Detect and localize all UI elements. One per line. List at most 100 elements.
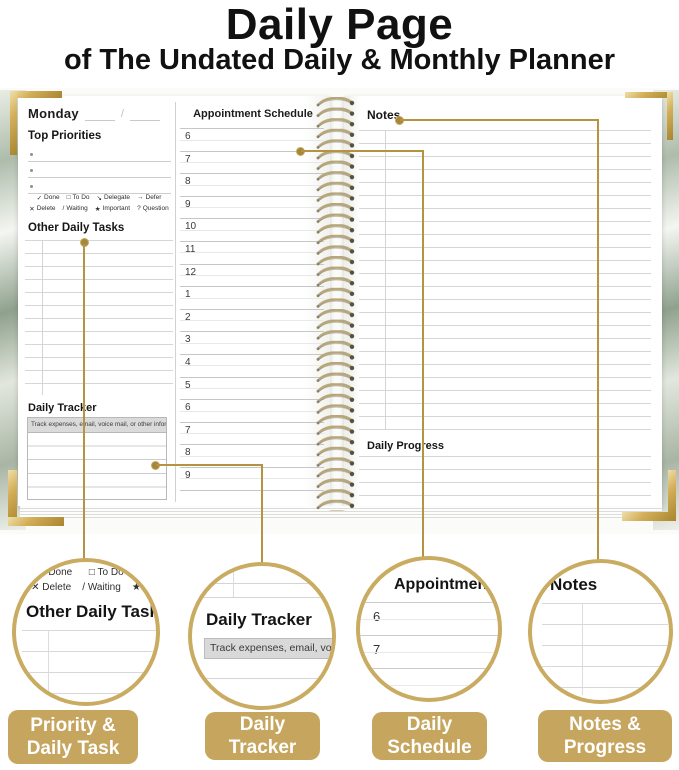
tasks-column-divider	[42, 240, 43, 395]
legend-row-2: ✕ Delete / Waiting ★ Important ? Question	[22, 205, 176, 213]
hour-label: 6	[185, 131, 191, 142]
hour-label: 5	[185, 379, 191, 391]
hour-label: 8	[185, 176, 191, 188]
legend-item-delegate: ↘ Delegate	[97, 194, 130, 202]
top-priorities-title: Top Priorities	[28, 130, 102, 142]
magnifier-notes: Notes	[528, 559, 673, 704]
callout-line-schedule	[301, 150, 424, 152]
legend-item-waiting: / Waiting	[63, 205, 88, 213]
magnifier-schedule: Appointment 6 7	[356, 556, 502, 702]
daily-tracker-hint: Track expenses, email, voice mail, or ot…	[28, 418, 166, 433]
legend-item-delete: ✕ Delete	[29, 205, 55, 213]
hour-label: 10	[185, 221, 197, 233]
appointment-schedule-title: Appointment Schedule	[193, 108, 313, 120]
magnified-table-line	[200, 597, 332, 598]
magnified-notes-title: Notes	[550, 575, 598, 594]
daily-tracker-title: Daily Tracker	[28, 402, 97, 414]
schedule-slot: 4	[180, 353, 324, 377]
corner-trim-top-right	[625, 92, 673, 98]
date-slash: /	[120, 108, 124, 120]
day-header: Monday /	[28, 106, 160, 121]
magnified-tasks-lines	[22, 630, 156, 702]
hour-label: 1	[185, 289, 191, 301]
daily-progress-title: Daily Progress	[367, 440, 445, 452]
magnified-schedule-slots: 6 7	[360, 602, 498, 698]
daily-tracker-rows	[28, 433, 166, 499]
hour-label: 8	[185, 447, 191, 459]
magnified-legend-row-2: ✕ Delete / Waiting ★	[31, 582, 141, 593]
legend-label: Waiting	[66, 205, 88, 212]
badge-line: Daily	[239, 714, 286, 735]
hour-label: 9	[185, 198, 191, 210]
schedule-slot: 7	[180, 421, 324, 445]
magnifier-tracker: Daily Tracker Track expenses, email, voi…	[188, 562, 336, 710]
callout-line-tracker	[156, 464, 263, 466]
legend-item-done: ✓ Done	[37, 194, 60, 202]
magnifier-priority: Done □ To Do ✕ Delete / Waiting ★ Other …	[12, 558, 160, 706]
left-page: Monday / Top Priorities ✓ Done □ To Do ↘ De…	[18, 96, 330, 506]
hour-label: 12	[185, 266, 197, 278]
badge-line: Schedule	[387, 737, 472, 758]
magnified-table-line	[202, 678, 332, 679]
notes-lines	[359, 130, 651, 430]
corner-trim-bottom-right	[622, 512, 676, 521]
magnified-notes-divider	[582, 603, 583, 695]
priority-row	[28, 146, 171, 162]
callout-line-priority	[83, 244, 85, 560]
notes-title: Notes	[367, 108, 401, 122]
schedule-slot: 9	[180, 466, 324, 490]
badge-daily-schedule: Daily Schedule	[372, 712, 487, 760]
schedule-slot: 1	[180, 286, 324, 309]
date-blank-2	[129, 107, 160, 121]
hour-label: 2	[185, 311, 191, 323]
badge-line: Progress	[563, 737, 647, 758]
legend-symbol: ✓	[36, 195, 43, 202]
hour-label: 11	[185, 243, 196, 255]
other-daily-tasks-title: Other Daily Tasks	[28, 222, 125, 234]
hour-label: 7	[185, 153, 191, 165]
legend-symbol: ✕	[29, 206, 35, 213]
badge-notes-progress: Notes & Progress	[538, 710, 672, 762]
daily-tracker-box: Track expenses, email, voice mail, or ot…	[27, 417, 167, 500]
magnified-notes-lines	[542, 603, 668, 695]
badge-line: Tracker	[228, 737, 297, 758]
legend-symbol: ↘	[96, 195, 102, 202]
day-label: Monday	[28, 106, 79, 121]
legend-item-important: ★ Important	[95, 205, 130, 213]
right-page: Notes Daily Progress	[344, 96, 662, 511]
corner-trim-top-left	[10, 91, 17, 155]
magnified-other-tasks-title: Other Daily Tasks	[26, 602, 160, 621]
magnified-legend-row-1: Done □ To Do	[48, 567, 124, 578]
other-daily-tasks-lines	[25, 240, 173, 395]
schedule-slot: 5	[180, 376, 324, 400]
priority-rows	[28, 146, 171, 194]
legend-item-todo: □ To Do	[67, 194, 90, 202]
legend-symbol: ★	[94, 206, 101, 213]
corner-trim-bottom-left	[8, 517, 64, 526]
magnified-tracker-hint: Track expenses, email, voice mai	[204, 638, 332, 659]
schedule-slot: 9	[180, 195, 324, 219]
page-title: Daily Page	[225, 0, 454, 49]
magnified-schedule-slot	[360, 668, 498, 698]
badge-line: Daily	[406, 714, 453, 735]
hour-label: 4	[185, 356, 191, 368]
daily-progress-lines	[359, 456, 651, 511]
hour-label: 7	[185, 424, 191, 436]
legend-label: Defer	[145, 194, 162, 201]
corner-trim-top-left	[10, 91, 62, 98]
legend-item-question: ? Question	[137, 205, 169, 213]
schedule-slot: 8	[180, 444, 324, 467]
callout-line-schedule	[422, 150, 424, 560]
legend-symbol: ?	[137, 205, 141, 212]
schedule-slot: 3	[180, 331, 324, 354]
magnified-table-line	[200, 583, 332, 584]
task-symbol-legend: ✓ Done □ To Do ↘ Delegate → Defer ✕ Delete / W…	[22, 194, 176, 216]
legend-symbol: /	[62, 205, 65, 212]
planner-spread: Monday / Top Priorities ✓ Done □ To Do ↘ De…	[0, 88, 679, 534]
legend-label: To Do	[72, 194, 90, 201]
legend-label: Done	[44, 194, 60, 201]
spiral-binding	[314, 97, 358, 511]
hour-label: 9	[185, 469, 191, 481]
legend-label: Delegate	[103, 194, 130, 201]
